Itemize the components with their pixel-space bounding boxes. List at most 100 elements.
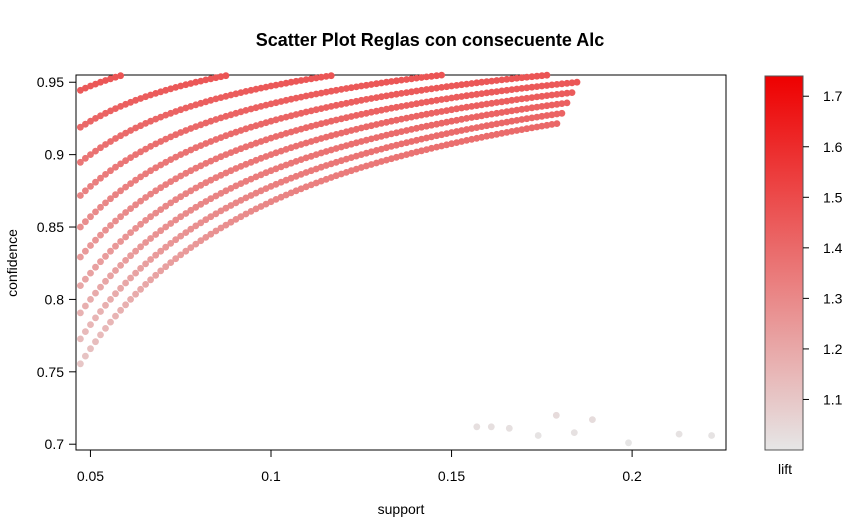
data-point (222, 204, 230, 212)
data-point (453, 82, 460, 89)
data-point (192, 240, 200, 248)
data-point (398, 152, 405, 160)
data-point (207, 138, 215, 145)
data-point (142, 170, 150, 178)
data-point (107, 138, 114, 145)
data-point (107, 272, 114, 280)
data-point (302, 92, 310, 100)
data-point (177, 251, 185, 259)
data-point (357, 82, 365, 90)
data-point (508, 86, 516, 93)
data-point (458, 104, 465, 112)
data-point (82, 84, 89, 92)
y-tick-label: 0.85 (37, 219, 64, 235)
data-point (553, 91, 561, 98)
data-point (82, 352, 89, 360)
data-point (272, 180, 280, 188)
data-point (137, 173, 145, 181)
data-point (478, 90, 486, 97)
data-point (157, 227, 165, 235)
data-point (558, 109, 566, 117)
y-tick-label: 0.9 (45, 147, 65, 163)
data-point (553, 110, 561, 118)
data-point (127, 274, 134, 282)
data-point (122, 157, 129, 165)
data-point (177, 82, 185, 90)
data-point (242, 194, 250, 202)
data-point (132, 151, 140, 159)
data-point (107, 247, 114, 255)
data-point (463, 126, 470, 133)
data-point (428, 144, 435, 152)
data-point (162, 223, 170, 231)
data-point (408, 75, 415, 83)
data-point (212, 227, 220, 235)
data-point (187, 225, 195, 233)
data-point (117, 262, 124, 269)
data-point (147, 91, 155, 99)
data-point (202, 216, 210, 224)
data-point (302, 76, 310, 83)
data-point (493, 120, 501, 128)
data-point (538, 122, 546, 130)
y-tick-label: 0.75 (37, 364, 64, 380)
data-point (152, 231, 160, 238)
data-point (533, 83, 541, 90)
data-point (77, 309, 84, 317)
data-point (132, 269, 140, 277)
data-point (157, 184, 165, 192)
data-point (553, 81, 561, 88)
data-point (508, 75, 516, 83)
data-point (398, 115, 405, 123)
data-point (197, 237, 205, 245)
data-point (97, 258, 104, 266)
data-point (463, 137, 470, 144)
data-point (157, 267, 165, 275)
data-point (533, 103, 541, 111)
data-point (505, 424, 513, 432)
data-point (77, 192, 84, 199)
data-point (272, 165, 280, 173)
data-point (137, 148, 145, 156)
data-point (182, 210, 190, 217)
data-point (122, 209, 129, 216)
data-point (483, 78, 491, 85)
data-point (197, 200, 205, 208)
data-point (488, 88, 496, 96)
data-point (589, 416, 596, 423)
y-tick-label: 0.8 (45, 291, 65, 307)
data-point (367, 108, 375, 116)
data-point (493, 99, 501, 106)
data-point (92, 314, 99, 322)
data-point (87, 213, 94, 221)
data-point (87, 345, 94, 353)
data-point (147, 167, 155, 175)
data-point (177, 193, 185, 201)
data-point (167, 178, 175, 186)
data-point (237, 213, 245, 221)
data-point (82, 120, 89, 128)
data-point (367, 95, 375, 102)
data-point (122, 183, 129, 191)
data-point (473, 102, 481, 109)
data-point (127, 296, 134, 303)
data-point (302, 169, 310, 176)
data-point (508, 107, 516, 115)
data-point (242, 160, 250, 168)
data-point (102, 301, 109, 309)
data-point (367, 122, 375, 130)
data-point (167, 220, 175, 227)
data-point (92, 338, 99, 346)
data-point (222, 221, 230, 229)
data-point (498, 98, 506, 106)
color-scale-tick-label: 1.1 (823, 391, 843, 407)
data-point (433, 96, 440, 104)
data-point (87, 321, 94, 328)
data-point (112, 217, 119, 225)
data-point (453, 93, 460, 101)
data-point (147, 213, 155, 221)
data-point (97, 203, 104, 211)
data-point (543, 71, 551, 79)
data-point (312, 74, 320, 82)
data-point (518, 95, 526, 103)
